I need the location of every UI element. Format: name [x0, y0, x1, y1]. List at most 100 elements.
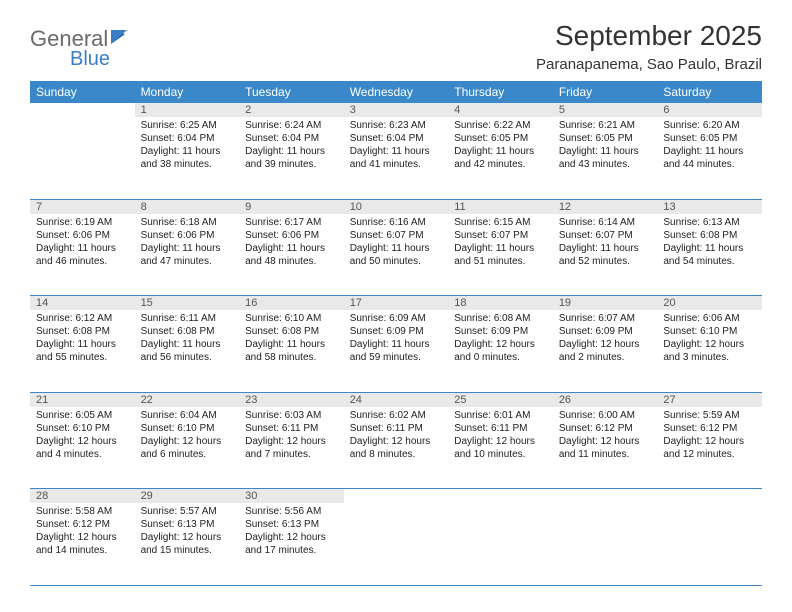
sunrise-line: Sunrise: 6:25 AM: [141, 119, 234, 132]
day-number: 12: [553, 199, 658, 214]
sunset-line: Sunset: 6:05 PM: [663, 132, 756, 145]
daylight-line1: Daylight: 11 hours: [245, 145, 338, 158]
daylight-line1: Daylight: 11 hours: [141, 338, 234, 351]
day-number: 6: [657, 103, 762, 117]
daylight-line1: Daylight: 11 hours: [36, 242, 129, 255]
sunset-line: Sunset: 6:09 PM: [350, 325, 443, 338]
daylight-line1: Daylight: 12 hours: [141, 531, 234, 544]
sunset-line: Sunset: 6:10 PM: [141, 422, 234, 435]
day-number: 19: [553, 296, 658, 311]
sunset-line: Sunset: 6:09 PM: [559, 325, 652, 338]
day-cell: Sunrise: 6:06 AMSunset: 6:10 PMDaylight:…: [657, 310, 762, 392]
daylight-line1: Daylight: 12 hours: [559, 338, 652, 351]
daylight-line2: and 17 minutes.: [245, 544, 338, 557]
sunset-line: Sunset: 6:12 PM: [663, 422, 756, 435]
sunrise-line: Sunrise: 5:56 AM: [245, 505, 338, 518]
daylight-line1: Daylight: 11 hours: [350, 338, 443, 351]
daylight-line1: Daylight: 11 hours: [245, 338, 338, 351]
day-number: 15: [135, 296, 240, 311]
daylight-line2: and 15 minutes.: [141, 544, 234, 557]
daylight-line2: and 42 minutes.: [454, 158, 547, 171]
daylight-line2: and 48 minutes.: [245, 255, 338, 268]
sunrise-line: Sunrise: 6:01 AM: [454, 409, 547, 422]
day-cell: Sunrise: 6:23 AMSunset: 6:04 PMDaylight:…: [344, 117, 449, 199]
day-number-row: 123456: [30, 103, 762, 117]
location: Paranapanema, Sao Paulo, Brazil: [536, 56, 762, 73]
day-cell: Sunrise: 6:17 AMSunset: 6:06 PMDaylight:…: [239, 214, 344, 296]
sunset-line: Sunset: 6:12 PM: [36, 518, 129, 531]
day-cell: Sunrise: 6:10 AMSunset: 6:08 PMDaylight:…: [239, 310, 344, 392]
daylight-line2: and 58 minutes.: [245, 351, 338, 364]
daylight-line1: Daylight: 12 hours: [454, 435, 547, 448]
day-number: 10: [344, 199, 449, 214]
daylight-line2: and 59 minutes.: [350, 351, 443, 364]
logo: General Blue: [30, 26, 125, 71]
daylight-line2: and 3 minutes.: [663, 351, 756, 364]
day-cell: Sunrise: 6:14 AMSunset: 6:07 PMDaylight:…: [553, 214, 658, 296]
day-cell: Sunrise: 5:57 AMSunset: 6:13 PMDaylight:…: [135, 503, 240, 585]
sunrise-line: Sunrise: 6:22 AM: [454, 119, 547, 132]
header: General Blue September 2025 Paranapanema…: [30, 20, 762, 73]
day-number: [553, 489, 658, 504]
week-row: Sunrise: 6:19 AMSunset: 6:06 PMDaylight:…: [30, 214, 762, 296]
day-number: 11: [448, 199, 553, 214]
day-cell: Sunrise: 6:24 AMSunset: 6:04 PMDaylight:…: [239, 117, 344, 199]
sunset-line: Sunset: 6:09 PM: [454, 325, 547, 338]
sunrise-line: Sunrise: 6:02 AM: [350, 409, 443, 422]
day-number: 2: [239, 103, 344, 117]
sunset-line: Sunset: 6:08 PM: [36, 325, 129, 338]
day-number-row: 282930: [30, 489, 762, 504]
sunrise-line: Sunrise: 6:21 AM: [559, 119, 652, 132]
day-header: Wednesday: [344, 81, 449, 103]
day-cell: Sunrise: 6:21 AMSunset: 6:05 PMDaylight:…: [553, 117, 658, 199]
day-number: 23: [239, 392, 344, 407]
daylight-line1: Daylight: 11 hours: [36, 338, 129, 351]
day-number-row: 21222324252627: [30, 392, 762, 407]
day-header: Saturday: [657, 81, 762, 103]
day-cell: Sunrise: 6:09 AMSunset: 6:09 PMDaylight:…: [344, 310, 449, 392]
daylight-line2: and 52 minutes.: [559, 255, 652, 268]
daylight-line2: and 41 minutes.: [350, 158, 443, 171]
sunset-line: Sunset: 6:11 PM: [245, 422, 338, 435]
day-header: Sunday: [30, 81, 135, 103]
daylight-line1: Daylight: 12 hours: [36, 531, 129, 544]
day-number-row: 14151617181920: [30, 296, 762, 311]
sunset-line: Sunset: 6:13 PM: [141, 518, 234, 531]
sunrise-line: Sunrise: 6:00 AM: [559, 409, 652, 422]
daylight-line2: and 56 minutes.: [141, 351, 234, 364]
sunrise-line: Sunrise: 6:24 AM: [245, 119, 338, 132]
sunset-line: Sunset: 6:08 PM: [245, 325, 338, 338]
daylight-line2: and 7 minutes.: [245, 448, 338, 461]
day-number: 5: [553, 103, 658, 117]
daylight-line1: Daylight: 12 hours: [559, 435, 652, 448]
daylight-line2: and 54 minutes.: [663, 255, 756, 268]
day-cell: Sunrise: 6:00 AMSunset: 6:12 PMDaylight:…: [553, 407, 658, 489]
day-number: 21: [30, 392, 135, 407]
day-number: 13: [657, 199, 762, 214]
sunset-line: Sunset: 6:05 PM: [454, 132, 547, 145]
sunrise-line: Sunrise: 5:57 AM: [141, 505, 234, 518]
daylight-line1: Daylight: 12 hours: [663, 435, 756, 448]
daylight-line2: and 14 minutes.: [36, 544, 129, 557]
day-number: 22: [135, 392, 240, 407]
daylight-line1: Daylight: 11 hours: [454, 242, 547, 255]
day-cell: [30, 117, 135, 199]
day-cell: Sunrise: 6:03 AMSunset: 6:11 PMDaylight:…: [239, 407, 344, 489]
sunset-line: Sunset: 6:10 PM: [36, 422, 129, 435]
daylight-line1: Daylight: 11 hours: [559, 242, 652, 255]
daylight-line2: and 12 minutes.: [663, 448, 756, 461]
page-title: September 2025: [536, 20, 762, 52]
day-cell: Sunrise: 6:13 AMSunset: 6:08 PMDaylight:…: [657, 214, 762, 296]
day-header-row: SundayMondayTuesdayWednesdayThursdayFrid…: [30, 81, 762, 103]
day-cell: [657, 503, 762, 585]
day-cell: [344, 503, 449, 585]
day-number: 27: [657, 392, 762, 407]
daylight-line2: and 51 minutes.: [454, 255, 547, 268]
daylight-line1: Daylight: 11 hours: [454, 145, 547, 158]
day-cell: Sunrise: 6:19 AMSunset: 6:06 PMDaylight:…: [30, 214, 135, 296]
day-number: 26: [553, 392, 658, 407]
daylight-line2: and 10 minutes.: [454, 448, 547, 461]
daylight-line1: Daylight: 11 hours: [559, 145, 652, 158]
daylight-line2: and 8 minutes.: [350, 448, 443, 461]
day-cell: Sunrise: 5:59 AMSunset: 6:12 PMDaylight:…: [657, 407, 762, 489]
